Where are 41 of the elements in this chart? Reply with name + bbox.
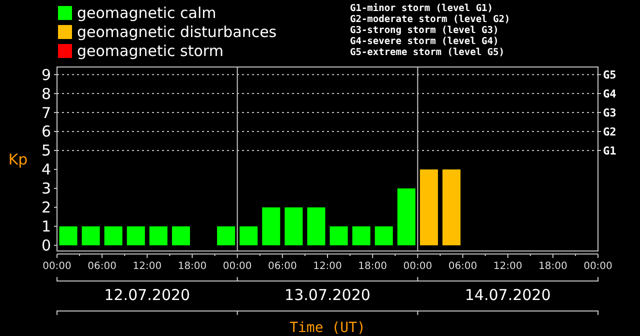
legend-label: geomagnetic storm <box>77 42 224 60</box>
text: 13.07.2020 <box>284 286 370 304</box>
y-tick-label: 3 <box>41 180 51 198</box>
text: G3-strong storm (level G3) <box>350 25 499 36</box>
x-tick-label: 00:00 <box>403 261 432 272</box>
x-tick-label: 12:00 <box>493 261 522 272</box>
x-tick-label: 00:00 <box>584 261 612 272</box>
y-tick-label: 7 <box>41 104 51 122</box>
y-tick-label: 2 <box>41 198 51 217</box>
x-axis-title: Time (UT) <box>290 320 366 336</box>
y-tick-label: 8 <box>41 84 51 103</box>
x-tick-label: 00:00 <box>222 261 252 272</box>
text: G4-severe storm (level G4) <box>350 36 499 47</box>
text: G5-extreme storm (level G5) <box>350 47 504 58</box>
ref-line-label: G5 <box>603 68 616 82</box>
text: 12.07.2020 <box>104 286 190 304</box>
y-tick-label: 1 <box>41 218 51 236</box>
x-tick-label: 06:00 <box>448 261 478 272</box>
text: G1-minor storm (level G1) <box>350 3 493 14</box>
ref-line-label: G3 <box>603 106 616 120</box>
ref-line-label: G2 <box>603 125 616 138</box>
x-tick-label: 12:00 <box>313 261 342 272</box>
y-tick-label: 0 <box>41 236 51 255</box>
ref-line-label: G4 <box>603 87 617 100</box>
text: G2-moderate storm (level G2) <box>350 14 510 25</box>
x-tick-label: 18:00 <box>178 261 207 272</box>
y-tick-label: 4 <box>41 160 51 179</box>
y-tick-label: 6 <box>41 122 51 141</box>
text: 14.07.2020 <box>464 286 551 304</box>
x-tick-label: 18:00 <box>358 261 387 272</box>
y-axis-title: Kp <box>8 150 28 168</box>
x-tick-label: 00:00 <box>42 261 72 272</box>
y-tick-label: 5 <box>41 142 51 160</box>
x-tick-label: 18:00 <box>538 261 568 272</box>
x-tick-label: 06:00 <box>268 261 297 272</box>
legend-label: geomagnetic disturbances <box>77 23 277 41</box>
y-tick-label: 9 <box>41 66 51 84</box>
legend-label: geomagnetic calm <box>77 4 216 22</box>
x-tick-label: 06:00 <box>88 261 116 272</box>
x-tick-label: 12:00 <box>132 261 162 272</box>
ref-line-label: G1 <box>603 144 617 158</box>
